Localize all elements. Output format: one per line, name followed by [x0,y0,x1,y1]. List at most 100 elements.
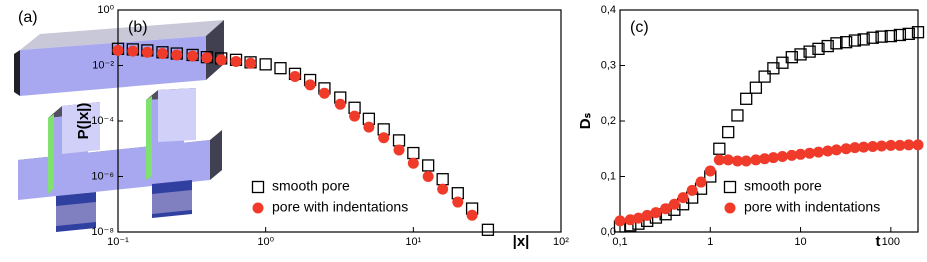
y-axis-label: P(|x|) [75,103,92,140]
x-axis-label: t [876,233,881,250]
marker [349,110,361,122]
marker [866,31,879,44]
marker [422,171,434,182]
pore-illustration: (a) [14,9,224,232]
legend-item: smooth pore [723,178,822,194]
marker [112,44,124,56]
marker [795,148,807,160]
x-tick-label: 1 [707,236,713,248]
y-tick-label: 10⁻⁶ [91,170,114,182]
shape [62,102,100,154]
marker [632,212,644,224]
marker [840,36,853,49]
marker [731,155,743,167]
y-tick-label: 10⁰ [97,4,114,16]
marker [767,152,779,164]
marker [481,223,495,236]
y-tick-label: 10⁻⁴ [91,115,114,127]
shape [146,96,152,180]
marker [894,139,906,151]
shape [210,130,222,180]
shape [158,88,196,142]
y-tick-label: 0,2 [601,115,616,127]
marker [740,92,753,105]
x-axis-label: |x| [513,233,530,250]
legend-marker [723,180,737,194]
shape [20,20,224,50]
marker [867,141,879,153]
marker [641,209,653,221]
marker [156,48,168,60]
x-tick-label: 10¹ [405,236,421,248]
marker [750,154,762,166]
marker [171,49,183,61]
marker [704,165,716,177]
marker [230,55,242,67]
marker [830,144,842,156]
marker [803,45,816,58]
legend-label: pore with indentations [744,199,880,215]
marker [127,45,139,57]
x-tick-label: 10² [553,236,569,248]
marker [858,141,870,153]
x-tick-label: 100 [882,236,900,248]
marker [884,29,897,43]
marker [875,30,888,43]
legend-item: smooth pore [251,178,350,194]
marker [289,71,301,83]
marker [304,79,316,91]
marker [660,203,672,215]
marker [821,39,834,53]
marker [141,46,153,58]
marker [378,132,390,144]
marker [393,144,405,156]
marker [785,51,798,64]
marker [848,34,862,47]
marker [731,109,744,122]
legend-label: smooth pore [272,178,350,194]
marker [201,52,213,64]
marker [740,155,752,167]
chart: 10⁻¹ 10⁰ 10¹ 10² 10⁻⁸ 10⁻⁶ 10⁻⁴ 10⁻² 10⁰ (b) |x| P(… [75,4,569,250]
marker [822,145,834,157]
y-tick-label: 10⁻² [92,59,114,71]
x-tick-label: 10⁰ [257,236,274,248]
shape [152,190,192,214]
marker [363,121,375,133]
marker [695,176,707,188]
marker [650,207,662,219]
marker [407,146,420,160]
marker [759,153,771,165]
marker [876,140,888,152]
marker [713,142,726,155]
marker [758,70,771,83]
marker [215,54,227,66]
shape [56,202,96,226]
marker [794,48,807,61]
marker [614,215,626,227]
marker [903,139,915,151]
marker [840,143,852,155]
x-tick-label: 10⁻¹ [107,236,129,248]
y-tick-label: 0,1 [601,170,616,182]
marker [274,62,287,75]
y-tick-label: 0,0 [601,226,616,238]
y-axis-label: Dₛ [577,112,594,129]
marker [912,139,924,151]
marker [466,209,478,221]
y-tick-label: 0,3 [601,59,616,71]
legend-item: pore with indentations [252,199,408,215]
x-tick-label: 0,1 [612,236,627,248]
shape [14,50,20,96]
marker [677,192,689,204]
legend-marker [252,202,264,214]
marker [902,27,915,41]
marker [713,154,725,166]
marker [830,37,843,50]
legend-label: pore with indentations [272,199,408,215]
marker [437,183,449,195]
marker [812,42,825,55]
marker [422,159,435,172]
